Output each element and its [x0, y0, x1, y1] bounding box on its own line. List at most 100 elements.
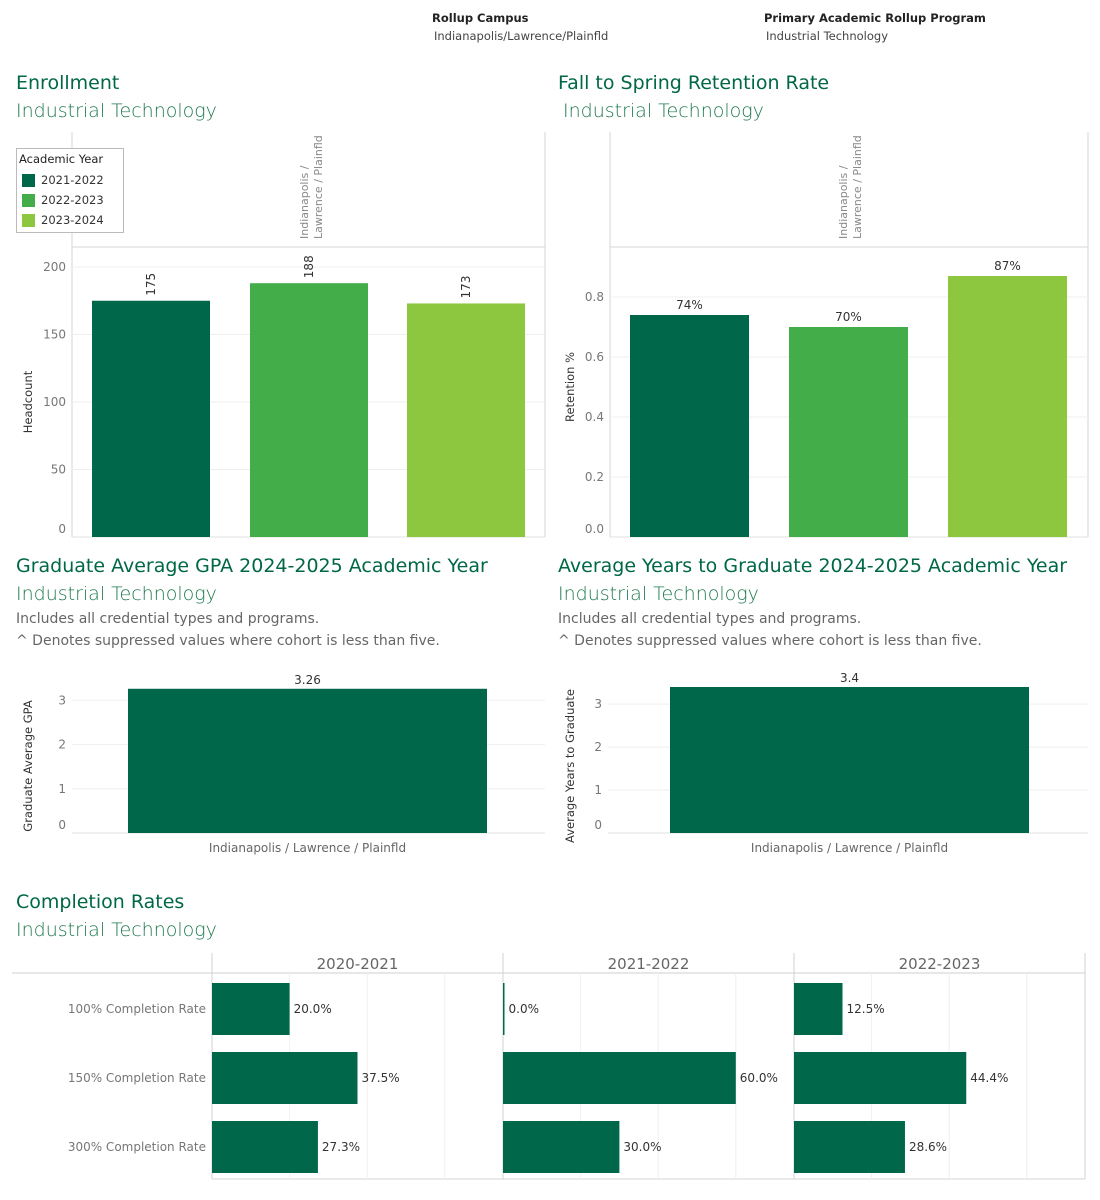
y-tick-label: 0.2: [585, 470, 604, 484]
x-category-label: Indianapolis / Lawrence / Plainfld: [751, 841, 948, 855]
bar-value-label: 3.4: [840, 671, 859, 685]
bar-value-label: 173: [459, 276, 473, 299]
bar-value-label: 70%: [835, 310, 862, 324]
y-tick-label: 2: [58, 738, 66, 752]
campus-filter-label: Rollup Campus: [432, 11, 529, 25]
y-tick-label: 100: [43, 395, 66, 409]
legend-swatch-1: [22, 173, 35, 187]
bar-value-label: 60.0%: [740, 1071, 778, 1085]
years-title: Average Years to Graduate 2024-2025 Acad…: [558, 555, 1068, 577]
completion-subtitle: Industrial Technology: [16, 919, 217, 941]
bar-2021-2022-2: [503, 1121, 620, 1173]
bar-value-label: 0.0%: [509, 1002, 540, 1016]
bar-value-label: 74%: [676, 298, 703, 312]
bar-value-label: 30.0%: [623, 1140, 661, 1154]
completion-chart: 100% Completion Rate 150% Completion Rate…: [12, 953, 1086, 1180]
y-tick-label: 3: [58, 693, 66, 707]
bar-2022-2023-0: [794, 983, 843, 1035]
bar-2021-2022-0: [503, 983, 505, 1035]
completion-title: Completion Rates: [16, 891, 185, 913]
enrollment-legend: Academic Year 2021-2022 2022-2023 2023-2…: [16, 148, 124, 233]
y-tick-label: 50: [51, 463, 66, 477]
row-label: 150% Completion Rate: [68, 1071, 206, 1085]
bar-value-label: 44.4%: [970, 1071, 1008, 1085]
y-tick-label: 150: [43, 328, 66, 342]
y-tick-label: 1: [594, 783, 602, 797]
gpa-title: Graduate Average GPA 2024-2025 Academic …: [16, 555, 488, 577]
bar-2020-2021-2: [212, 1121, 318, 1173]
bar-2021-2022: [92, 300, 210, 537]
y-tick-label: 0.4: [585, 410, 604, 424]
bar-2022-2023: [250, 283, 368, 537]
legend-label-1: 2021-2022: [41, 173, 104, 187]
bar-2022-2023: [789, 327, 908, 537]
years-chart: 0 1 2 3 Average Years to Graduate 3.4 Indianap…: [563, 671, 1088, 855]
bar-2020-2021-0: [212, 983, 290, 1035]
legend-swatch-3: [22, 213, 35, 227]
gpa-note-1: Includes all credential types and progra…: [16, 611, 320, 627]
bar-2023-2024: [948, 276, 1067, 537]
y-tick-label: 1: [58, 782, 66, 796]
bar-2020-2021-1: [212, 1052, 358, 1104]
bar-value-label: 28.6%: [909, 1140, 947, 1154]
legend-label-2: 2022-2023: [41, 193, 104, 207]
legend-item-1[interactable]: 2021-2022: [19, 170, 119, 190]
row-label: 300% Completion Rate: [68, 1140, 206, 1154]
y-tick-label: 0: [594, 818, 602, 832]
bar-2021-2022: [630, 315, 749, 537]
legend-label-3: 2023-2024: [41, 213, 104, 227]
legend-item-2[interactable]: 2022-2023: [19, 190, 119, 210]
bar-value-label: 87%: [994, 259, 1021, 273]
y-tick-label: 0: [58, 522, 66, 536]
panel-header-2021-2022: 2021-2022: [608, 955, 690, 973]
gpa-chart: 0 1 2 3 Graduate Average GPA 3.26 Indianapolis…: [21, 673, 545, 855]
bar-value-label: 175: [144, 273, 158, 296]
campus-column-header: Indianapolis /Lawrence / Plainfld: [837, 135, 864, 239]
y-tick-label: 200: [43, 260, 66, 274]
campus-filter-value[interactable]: Indianapolis/Lawrence/Plainfld: [434, 29, 609, 43]
y-tick-label: 0.8: [585, 290, 604, 304]
row-label: 100% Completion Rate: [68, 1002, 206, 1016]
y-axis-title: Headcount: [21, 370, 35, 433]
panel-header-2022-2023: 2022-2023: [899, 955, 981, 973]
y-axis-title: Graduate Average GPA: [21, 700, 35, 832]
bar-value-label: 188: [302, 255, 316, 278]
retention-chart: 0.0 0.2 0.4 0.6 0.8 Retention % Indianapolis /…: [563, 132, 1089, 538]
y-axis-title: Retention %: [563, 352, 577, 422]
bar-campus: [128, 688, 487, 833]
bar-2021-2022-1: [503, 1052, 736, 1104]
panel-header-2020-2021: 2020-2021: [317, 955, 399, 973]
bar-2022-2023-2: [794, 1121, 905, 1173]
enrollment-title: Enrollment: [16, 72, 120, 94]
retention-subtitle: Industrial Technology: [563, 100, 764, 122]
bar-value-label: 27.3%: [322, 1140, 360, 1154]
y-tick-label: 2: [594, 740, 602, 754]
years-subtitle: Industrial Technology: [558, 583, 759, 605]
bar-value-label: 12.5%: [847, 1002, 885, 1016]
y-tick-label: 0.6: [585, 350, 604, 364]
y-tick-label: 0.0: [585, 522, 604, 536]
enrollment-subtitle: Industrial Technology: [16, 100, 217, 122]
x-category-label: Indianapolis / Lawrence / Plainfld: [209, 841, 406, 855]
bar-value-label: 3.26: [294, 673, 321, 687]
bar-value-label: 20.0%: [294, 1002, 332, 1016]
bar-2022-2023-1: [794, 1052, 967, 1104]
years-note-2: ^ Denotes suppressed values where cohort…: [558, 633, 982, 649]
gpa-note-2: ^ Denotes suppressed values where cohort…: [16, 633, 440, 649]
bar-campus: [670, 687, 1029, 833]
y-tick-label: 0: [58, 818, 66, 832]
legend-item-3[interactable]: 2023-2024: [19, 210, 119, 230]
bar-value-label: 37.5%: [362, 1071, 400, 1085]
program-filter-label: Primary Academic Rollup Program: [764, 11, 986, 25]
y-axis-title: Average Years to Graduate: [563, 689, 577, 843]
years-note-1: Includes all credential types and progra…: [558, 611, 862, 627]
program-filter-value[interactable]: Industrial Technology: [766, 29, 889, 43]
gpa-subtitle: Industrial Technology: [16, 583, 217, 605]
campus-column-header: Indianapolis /Lawrence / Plainfld: [298, 135, 325, 239]
y-tick-label: 3: [594, 697, 602, 711]
retention-title: Fall to Spring Retention Rate: [558, 72, 830, 94]
legend-title: Academic Year: [19, 152, 104, 166]
legend-swatch-2: [22, 193, 35, 207]
enrollment-chart: 0 50 100 150 200 Headcount Indianapolis /Lawre…: [21, 132, 546, 538]
bar-2023-2024: [407, 303, 525, 537]
